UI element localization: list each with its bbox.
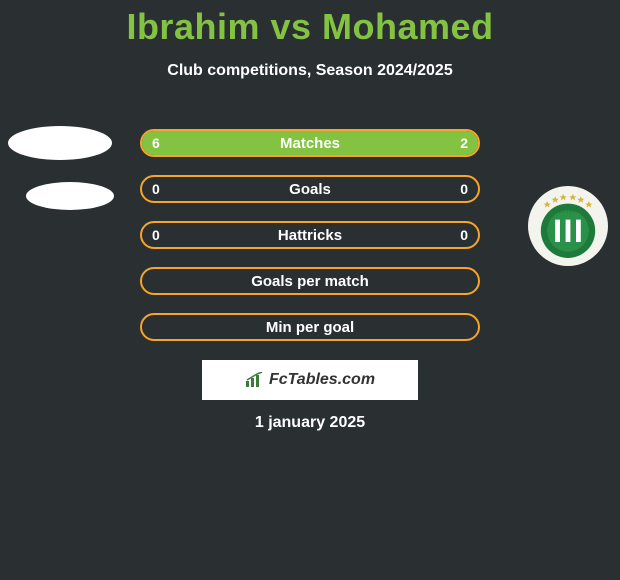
bar-label: Goals per match	[142, 269, 478, 293]
stats-bars: 62Matches 00Goals 00Hattricks Goals per mat…	[140, 129, 480, 359]
bar-label: Goals	[142, 177, 478, 201]
bar-chart-icon	[245, 372, 265, 388]
player2-club-badge: ALITTIHAD	[528, 186, 608, 266]
player1-flag-placeholder	[26, 182, 114, 210]
page-title: Ibrahim vs Mohamed	[0, 6, 620, 48]
title-vs: vs	[270, 6, 311, 47]
club-text: ALITTIHAD	[555, 208, 581, 214]
bar-label: Min per goal	[142, 315, 478, 339]
stat-bar-goals: 00Goals	[140, 175, 480, 203]
subtitle: Club competitions, Season 2024/2025	[0, 62, 620, 80]
source-logo-text: FcTables.com	[269, 371, 375, 389]
club-stripe	[566, 220, 571, 242]
source-logo-box: FcTables.com	[202, 360, 418, 400]
player1-avatar-placeholder	[8, 126, 112, 160]
club-stripe	[576, 220, 581, 242]
stat-bar-hattricks: 00Hattricks	[140, 221, 480, 249]
title-player1: Ibrahim	[126, 6, 260, 47]
club-badge-icon: ALITTIHAD	[528, 186, 608, 266]
bar-label: Hattricks	[142, 223, 478, 247]
stat-bar-min-per-goal: Min per goal	[140, 313, 480, 341]
stat-bar-matches: 62Matches	[140, 129, 480, 157]
stat-bar-goals-per-match: Goals per match	[140, 267, 480, 295]
title-player2: Mohamed	[322, 6, 494, 47]
club-stripe	[555, 220, 560, 242]
date-text: 1 january 2025	[0, 414, 620, 432]
page-root: Ibrahim vs Mohamed Club competitions, Se…	[0, 6, 620, 580]
bar-label: Matches	[142, 131, 478, 155]
